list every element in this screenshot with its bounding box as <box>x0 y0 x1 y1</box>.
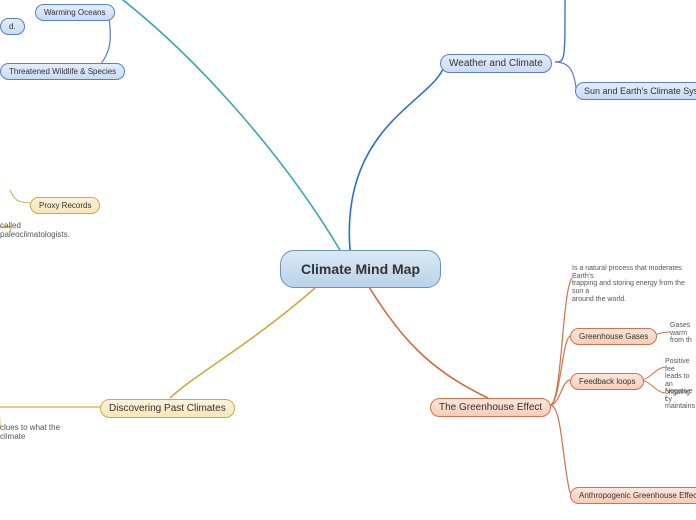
node-sun[interactable]: Sun and Earth's Climate System <box>575 82 696 100</box>
edge <box>550 380 570 405</box>
edge <box>555 62 576 88</box>
center-node[interactable]: Climate Mind Map <box>280 250 441 288</box>
node-wildlife[interactable]: Threatened Wildlife & Species <box>0 63 125 80</box>
edge <box>10 190 30 203</box>
node-natural: Is a natural process that moderates Eart… <box>572 265 696 303</box>
node-anthro[interactable]: Anthropogenic Greenhouse Effect <box>570 487 696 504</box>
node-past[interactable]: Discovering Past Climates <box>100 399 235 418</box>
edge <box>550 336 570 405</box>
edge <box>550 405 570 493</box>
node-clues: clues to what the climate <box>0 424 78 442</box>
edge <box>555 0 565 62</box>
node-greenhouse[interactable]: The Greenhouse Effect <box>430 398 551 417</box>
node-negfb: Negative fmaintains <box>665 388 696 411</box>
node-warming[interactable]: Warming Oceans <box>35 4 115 21</box>
node-proxy[interactable]: Proxy Records <box>30 197 100 214</box>
edge <box>170 270 335 398</box>
edge <box>550 278 572 405</box>
node-gases-desc: Gaseswarmfrom th <box>670 322 696 345</box>
node-feedback[interactable]: Feedback loops <box>570 373 644 390</box>
node-paleo: called paleoclimatologists. <box>0 222 90 240</box>
node-ghg[interactable]: Greenhouse Gases <box>570 328 657 345</box>
edge <box>640 367 665 380</box>
node-d1[interactable]: d. <box>0 18 25 35</box>
edge <box>349 62 445 250</box>
node-weather[interactable]: Weather and Climate <box>440 54 552 73</box>
edge <box>110 0 340 250</box>
edge <box>360 272 488 398</box>
mindmap-canvas: { "center": { "label": "Climate Mind Map… <box>0 0 696 520</box>
